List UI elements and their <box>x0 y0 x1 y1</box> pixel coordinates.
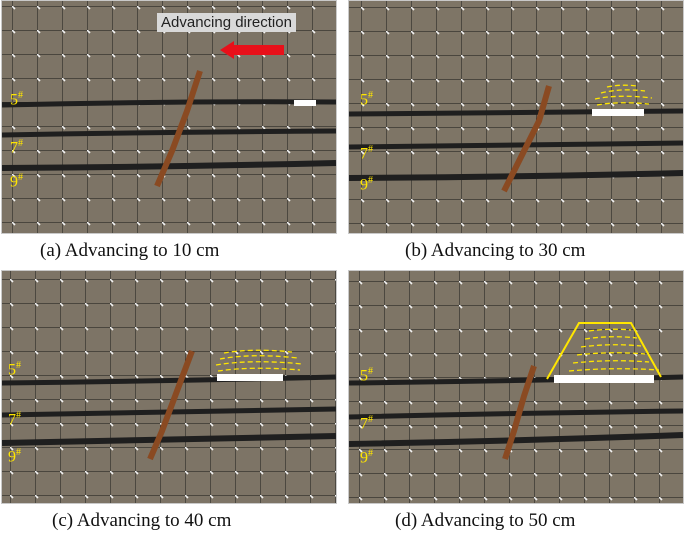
seam-label-9: 9# <box>8 447 21 466</box>
caption-c: (c) Advancing to 40 cm <box>52 510 232 531</box>
model-photo-d <box>348 270 684 504</box>
seam-label-5: 5# <box>8 360 21 379</box>
model-image-c <box>2 271 336 503</box>
model-photo-a <box>1 0 337 234</box>
model-photo-c <box>1 270 337 504</box>
caption-d: (d) Advancing to 50 cm <box>395 510 576 531</box>
seam-label-7: 7# <box>10 138 23 157</box>
model-image-a <box>2 1 336 233</box>
seam-label-7: 7# <box>360 144 373 163</box>
advancing-direction-label: Advancing direction <box>157 13 296 32</box>
seam-label-9: 9# <box>10 172 23 191</box>
seam-label-5: 5# <box>10 90 23 109</box>
caption-b: (b) Advancing to 30 cm <box>405 240 586 261</box>
seam-label-7: 7# <box>8 410 21 429</box>
model-photo-b <box>348 0 684 234</box>
model-image-d <box>349 271 683 503</box>
caption-a: (a) Advancing to 10 cm <box>40 240 220 261</box>
seam-label-9: 9# <box>360 448 373 467</box>
seam-label-7: 7# <box>360 414 373 433</box>
seam-label-5: 5# <box>360 90 373 109</box>
advancing-direction-arrow <box>220 41 284 59</box>
model-image-b <box>349 1 683 233</box>
seam-label-5: 5# <box>360 366 373 385</box>
seam-label-9: 9# <box>360 175 373 194</box>
